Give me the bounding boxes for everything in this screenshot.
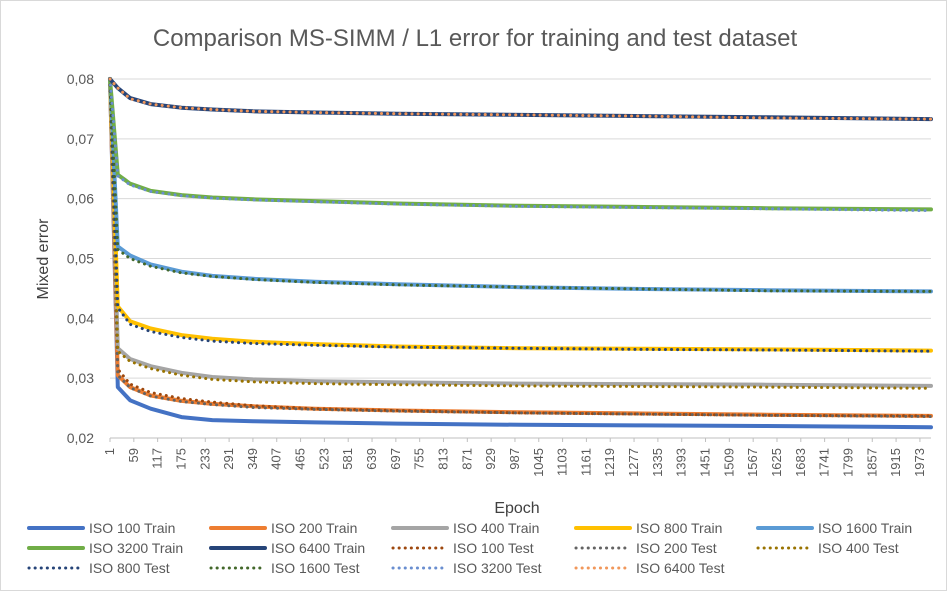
legend-label: ISO 1600 Train [818,520,912,536]
x-tick-label: 523 [316,448,331,470]
y-axis-label: Mixed error [35,218,52,300]
x-tick-label: 1683 [793,448,808,477]
x-tick-label: 407 [269,448,284,470]
legend-label: ISO 400 Train [453,520,539,536]
series-line-iso-1600-test [108,77,933,293]
series-line-iso-800-train [108,77,933,353]
series-lines [108,77,933,430]
x-tick-label: 813 [435,448,450,470]
x-tick-label: 175 [173,448,188,470]
x-tick-label: 1277 [626,448,641,477]
legend-label: ISO 3200 Test [453,560,542,576]
x-tick-label: 1973 [912,448,927,477]
x-tick-label: 233 [197,448,212,470]
legend-label: ISO 6400 Train [271,540,365,556]
series-line-iso-800-test [108,77,933,353]
x-tick-label: 871 [459,448,474,470]
series-line-iso-6400-test [108,77,933,121]
legend-label: ISO 200 Test [636,540,717,556]
legend-label: ISO 800 Test [89,560,170,576]
series-line-iso-100-test [108,77,933,418]
series-line-iso-400-test [108,77,933,390]
x-axis-label: Epoch [494,500,539,517]
legend-label: ISO 200 Train [271,520,357,536]
series-line-iso-200-train [108,77,933,418]
x-tick-label: 1045 [531,448,546,477]
legend-label: ISO 6400 Test [636,560,725,576]
x-tick-label: 465 [293,448,308,470]
x-tick-label: 1393 [674,448,689,477]
x-tick-label: 755 [412,448,427,470]
series-line-iso-3200-test [108,77,933,213]
series-line-iso-3200-train [108,77,933,212]
y-tick-label: 0,08 [67,71,94,87]
x-tick-label: 1161 [578,448,593,476]
x-tick-label: 1799 [840,448,855,477]
x-tick-label: 1915 [888,448,903,477]
y-tick-label: 0,06 [67,191,94,207]
x-tick-label: 1857 [864,448,879,477]
legend-label: ISO 800 Train [636,520,722,536]
y-tick-label: 0,07 [67,131,94,147]
x-tick-label: 1625 [769,448,784,477]
x-tick-label: 1509 [721,448,736,477]
y-tick-label: 0,03 [67,370,94,386]
series-line-iso-200-test [108,77,933,418]
legend-label: ISO 100 Train [89,520,175,536]
series-line-iso-6400-train [108,77,933,122]
legend-label: ISO 3200 Train [89,540,183,556]
series-line-iso-400-train [108,77,933,388]
x-tick-label: 349 [245,448,260,470]
x-tick-label: 291 [221,448,236,470]
series-line-iso-100-train [108,77,933,430]
x-tick-label: 1451 [698,448,713,477]
y-tick-label: 0,04 [67,310,94,326]
legend-label: ISO 100 Test [453,540,534,556]
x-tick-label: 697 [388,448,403,470]
legend-label: ISO 400 Test [818,540,899,556]
x-tick-label: 929 [483,448,498,470]
x-tick-label: 1103 [555,448,570,476]
x-tick-label: 1741 [817,448,832,477]
y-tick-label: 0,05 [67,251,94,267]
x-tick-label: 581 [340,448,355,470]
chart-title: Comparison MS-SIMM / L1 error for traini… [153,25,798,52]
x-tick-label: 987 [507,448,522,470]
y-tick-label: 0,02 [67,430,94,446]
legend-label: ISO 1600 Test [271,560,360,576]
x-tick-label: 59 [126,448,141,462]
x-tick-label: 117 [150,448,165,469]
x-tick-label: 639 [364,448,379,470]
x-tick-label: 1567 [745,448,760,477]
x-axis-ticks: 1 59 117 175 233 291 349 407 465 523 581 639 697 755 8… [102,438,927,477]
legend: ISO 100 Train ISO 200 Train ISO 400 Train I… [27,520,912,576]
x-tick-label: 1219 [602,448,617,477]
y-axis-ticks: 0,02 0,03 0,04 0,05 0,06 0,07 0,08 [67,71,94,446]
x-tick-label: 1 [102,448,117,455]
x-tick-label: 1335 [650,448,665,477]
